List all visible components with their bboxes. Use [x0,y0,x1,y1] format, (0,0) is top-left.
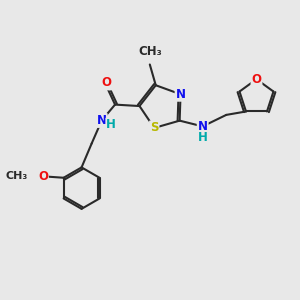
Text: H: H [106,118,116,131]
Text: CH₃: CH₃ [6,171,28,181]
Text: O: O [251,73,262,86]
Text: N: N [176,88,186,101]
Text: O: O [101,76,111,89]
Text: H: H [198,131,208,144]
Text: N: N [198,120,208,133]
Text: S: S [150,122,158,134]
Text: O: O [38,170,48,183]
Text: CH₃: CH₃ [138,45,162,58]
Text: N: N [97,114,107,127]
